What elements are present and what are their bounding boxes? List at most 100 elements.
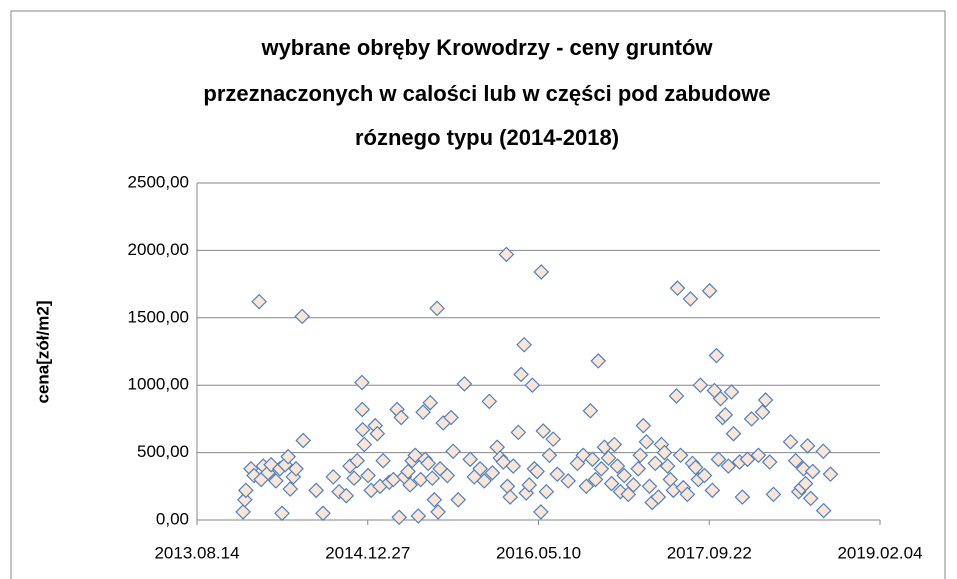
data-point <box>422 394 439 411</box>
y-tick-label: 1000,00 <box>128 375 189 394</box>
data-point <box>593 460 610 477</box>
data-point <box>635 417 652 434</box>
data-point <box>696 467 713 484</box>
data-point <box>472 460 488 477</box>
data-point <box>429 300 445 317</box>
data-point <box>710 451 727 468</box>
data-point <box>369 425 386 442</box>
data-point <box>426 491 443 508</box>
data-point <box>502 489 519 505</box>
data-point <box>295 432 312 449</box>
data-point <box>541 447 558 464</box>
data-point <box>725 425 742 442</box>
data-point <box>743 411 760 427</box>
data-point <box>484 464 501 481</box>
chart-frame <box>10 10 946 579</box>
data-point <box>415 404 431 421</box>
data-point <box>625 477 642 493</box>
data-point <box>717 407 734 423</box>
data-point <box>782 433 799 450</box>
data-point <box>237 482 254 499</box>
y-tick-label: 0,00 <box>156 509 189 528</box>
data-point <box>349 452 366 469</box>
data-point <box>533 264 550 280</box>
data-point <box>420 455 437 472</box>
data-point <box>815 443 832 460</box>
data-point <box>606 436 623 453</box>
data-point <box>682 291 699 307</box>
data-point <box>761 454 778 470</box>
data-point <box>822 466 839 483</box>
data-point <box>282 481 299 497</box>
x-tick-label: 2017.09.22 <box>667 543 752 562</box>
data-point <box>538 483 555 500</box>
data-point <box>495 454 512 470</box>
data-point <box>407 447 424 464</box>
data-point <box>712 390 729 407</box>
data-point <box>354 401 371 418</box>
data-point <box>288 460 304 477</box>
data-point <box>235 504 251 520</box>
data-point <box>354 374 370 391</box>
data-point <box>524 377 541 394</box>
data-point <box>412 471 429 488</box>
data-point <box>375 452 391 469</box>
data-point <box>410 508 427 524</box>
data-point <box>560 473 577 489</box>
data-point <box>815 502 832 519</box>
data-point <box>679 486 696 503</box>
data-point <box>765 486 782 503</box>
data-point <box>356 436 373 453</box>
data-point <box>701 282 718 299</box>
data-point <box>251 293 268 310</box>
data-point <box>516 336 533 353</box>
data-point <box>402 477 418 493</box>
data-point <box>708 347 725 364</box>
data-point <box>391 509 408 526</box>
data-point <box>641 478 658 495</box>
data-point <box>462 451 479 468</box>
data-point <box>481 393 498 410</box>
data-point <box>650 489 667 505</box>
data-point <box>647 455 664 472</box>
data-point <box>393 409 410 426</box>
chart-title: wybrane obręby Krowodrzy - ceny gruntów <box>260 35 713 60</box>
data-point <box>739 451 756 468</box>
data-point <box>804 463 821 480</box>
data-point <box>797 475 814 492</box>
data-point <box>787 452 804 469</box>
data-point <box>456 376 473 392</box>
x-tick-label: 2013.08.14 <box>154 543 239 562</box>
data-point <box>582 402 599 419</box>
data-point <box>734 489 751 505</box>
y-axis-title: cena[zół/m2] <box>33 301 52 404</box>
data-point <box>632 447 649 464</box>
data-point <box>505 458 522 474</box>
data-point <box>656 444 673 461</box>
data-point <box>630 460 647 477</box>
data-point <box>400 463 416 480</box>
data-point <box>545 431 562 447</box>
data-point <box>638 433 655 450</box>
data-point <box>476 473 493 489</box>
data-point <box>578 478 595 495</box>
data-point <box>669 280 686 296</box>
data-point <box>439 467 456 484</box>
y-tick-label: 500,00 <box>137 442 189 461</box>
data-point <box>450 491 467 508</box>
data-point <box>757 392 774 408</box>
data-point <box>510 424 527 441</box>
y-tick-label: 1500,00 <box>128 307 189 326</box>
y-tick-label: 2000,00 <box>128 240 189 259</box>
data-point <box>280 448 297 465</box>
data-point <box>315 505 331 522</box>
data-point <box>535 423 552 439</box>
data-point <box>668 388 685 404</box>
data-point <box>692 377 709 394</box>
data-point <box>236 491 253 508</box>
data-point <box>799 438 816 454</box>
data-point <box>443 409 459 426</box>
data-point <box>274 505 290 522</box>
data-point <box>687 459 704 476</box>
